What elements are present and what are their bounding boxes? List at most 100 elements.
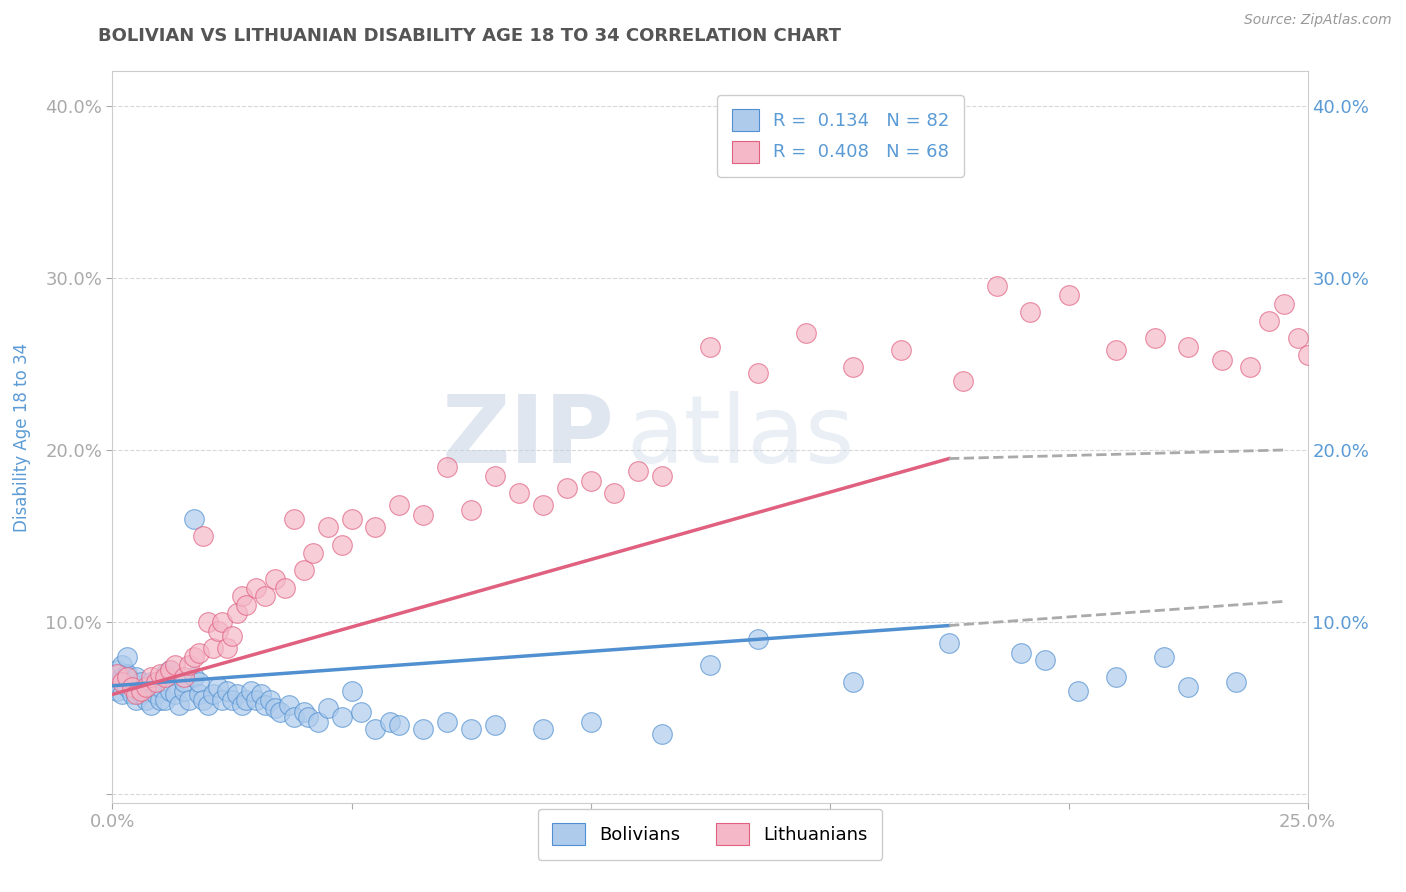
Point: [225, 607, 247, 621]
Point: [330, 538, 353, 552]
Point: [111, 687, 134, 701]
Point: [747, 366, 769, 380]
Point: [460, 722, 482, 736]
Point: [699, 658, 721, 673]
Point: [217, 684, 239, 698]
Point: [139, 675, 162, 690]
Point: [121, 681, 143, 695]
Point: [163, 658, 186, 673]
Point: [240, 684, 263, 698]
Point: [364, 722, 387, 736]
Point: [938, 636, 960, 650]
Point: [794, 326, 817, 340]
Point: [579, 714, 602, 729]
Point: [153, 666, 176, 681]
Point: [193, 529, 215, 543]
Point: [259, 692, 281, 706]
Point: [842, 360, 865, 375]
Point: [1105, 670, 1128, 684]
Point: [1286, 331, 1309, 345]
Point: [412, 722, 434, 736]
Point: [292, 564, 315, 578]
Point: [177, 658, 200, 673]
Point: [115, 670, 138, 684]
Point: [187, 675, 209, 690]
Point: [177, 692, 200, 706]
Point: [153, 692, 176, 706]
Point: [1177, 340, 1199, 354]
Point: [173, 684, 195, 698]
Point: [207, 681, 229, 695]
Point: [388, 498, 411, 512]
Point: [125, 670, 148, 684]
Point: [283, 710, 305, 724]
Point: [340, 684, 363, 698]
Point: [115, 681, 138, 695]
Point: [135, 684, 157, 698]
Point: [105, 684, 128, 698]
Point: [330, 710, 353, 724]
Point: [221, 629, 243, 643]
Point: [340, 512, 363, 526]
Point: [235, 692, 257, 706]
Point: [159, 663, 181, 677]
Point: [1177, 681, 1199, 695]
Point: [105, 663, 128, 677]
Point: [1225, 675, 1247, 690]
Point: [316, 701, 339, 715]
Point: [115, 649, 138, 664]
Point: [173, 670, 195, 684]
Point: [1296, 348, 1319, 362]
Point: [651, 468, 673, 483]
Point: [105, 675, 128, 690]
Point: [436, 714, 458, 729]
Point: [254, 698, 277, 712]
Point: [273, 581, 295, 595]
Point: [159, 684, 181, 698]
Y-axis label: Disability Age 18 to 34: Disability Age 18 to 34: [13, 343, 31, 532]
Point: [264, 572, 287, 586]
Point: [105, 666, 128, 681]
Point: [183, 512, 205, 526]
Point: [699, 340, 721, 354]
Point: [231, 698, 253, 712]
Point: [278, 698, 301, 712]
Point: [603, 486, 626, 500]
Point: [217, 640, 239, 655]
Point: [129, 675, 152, 690]
Point: [245, 692, 267, 706]
Point: [1010, 646, 1032, 660]
Point: [129, 687, 152, 701]
Point: [197, 698, 219, 712]
Point: [484, 468, 506, 483]
Point: [115, 666, 138, 681]
Point: [1105, 343, 1128, 358]
Point: [163, 687, 186, 701]
Point: [111, 670, 134, 684]
Point: [207, 624, 229, 638]
Point: [269, 705, 291, 719]
Point: [307, 714, 329, 729]
Point: [129, 684, 152, 698]
Point: [627, 464, 650, 478]
Point: [388, 718, 411, 732]
Point: [193, 692, 215, 706]
Point: [1143, 331, 1166, 345]
Point: [1067, 684, 1090, 698]
Point: [183, 670, 205, 684]
Point: [986, 279, 1008, 293]
Point: [201, 640, 224, 655]
Point: [297, 710, 319, 724]
Point: [508, 486, 530, 500]
Point: [350, 705, 373, 719]
Point: [283, 512, 305, 526]
Point: [149, 681, 172, 695]
Point: [484, 718, 506, 732]
Text: BOLIVIAN VS LITHUANIAN DISABILITY AGE 18 TO 34 CORRELATION CHART: BOLIVIAN VS LITHUANIAN DISABILITY AGE 18…: [98, 27, 841, 45]
Text: Source: ZipAtlas.com: Source: ZipAtlas.com: [1244, 13, 1392, 28]
Text: atlas: atlas: [627, 391, 855, 483]
Point: [1239, 360, 1261, 375]
Point: [135, 681, 157, 695]
Point: [531, 722, 554, 736]
Point: [183, 649, 205, 664]
